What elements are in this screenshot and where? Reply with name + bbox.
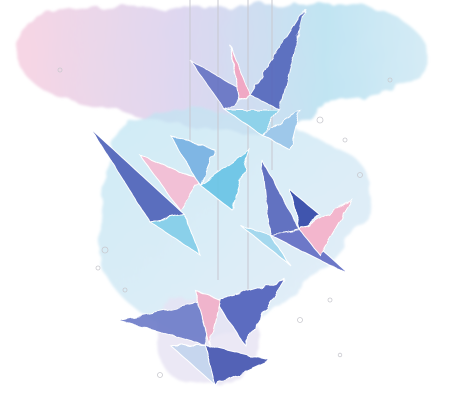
speckles xyxy=(57,67,393,378)
crane-right xyxy=(239,159,354,276)
crane-left xyxy=(89,127,251,257)
crane-top xyxy=(189,7,306,151)
crane-bottom xyxy=(117,279,287,387)
